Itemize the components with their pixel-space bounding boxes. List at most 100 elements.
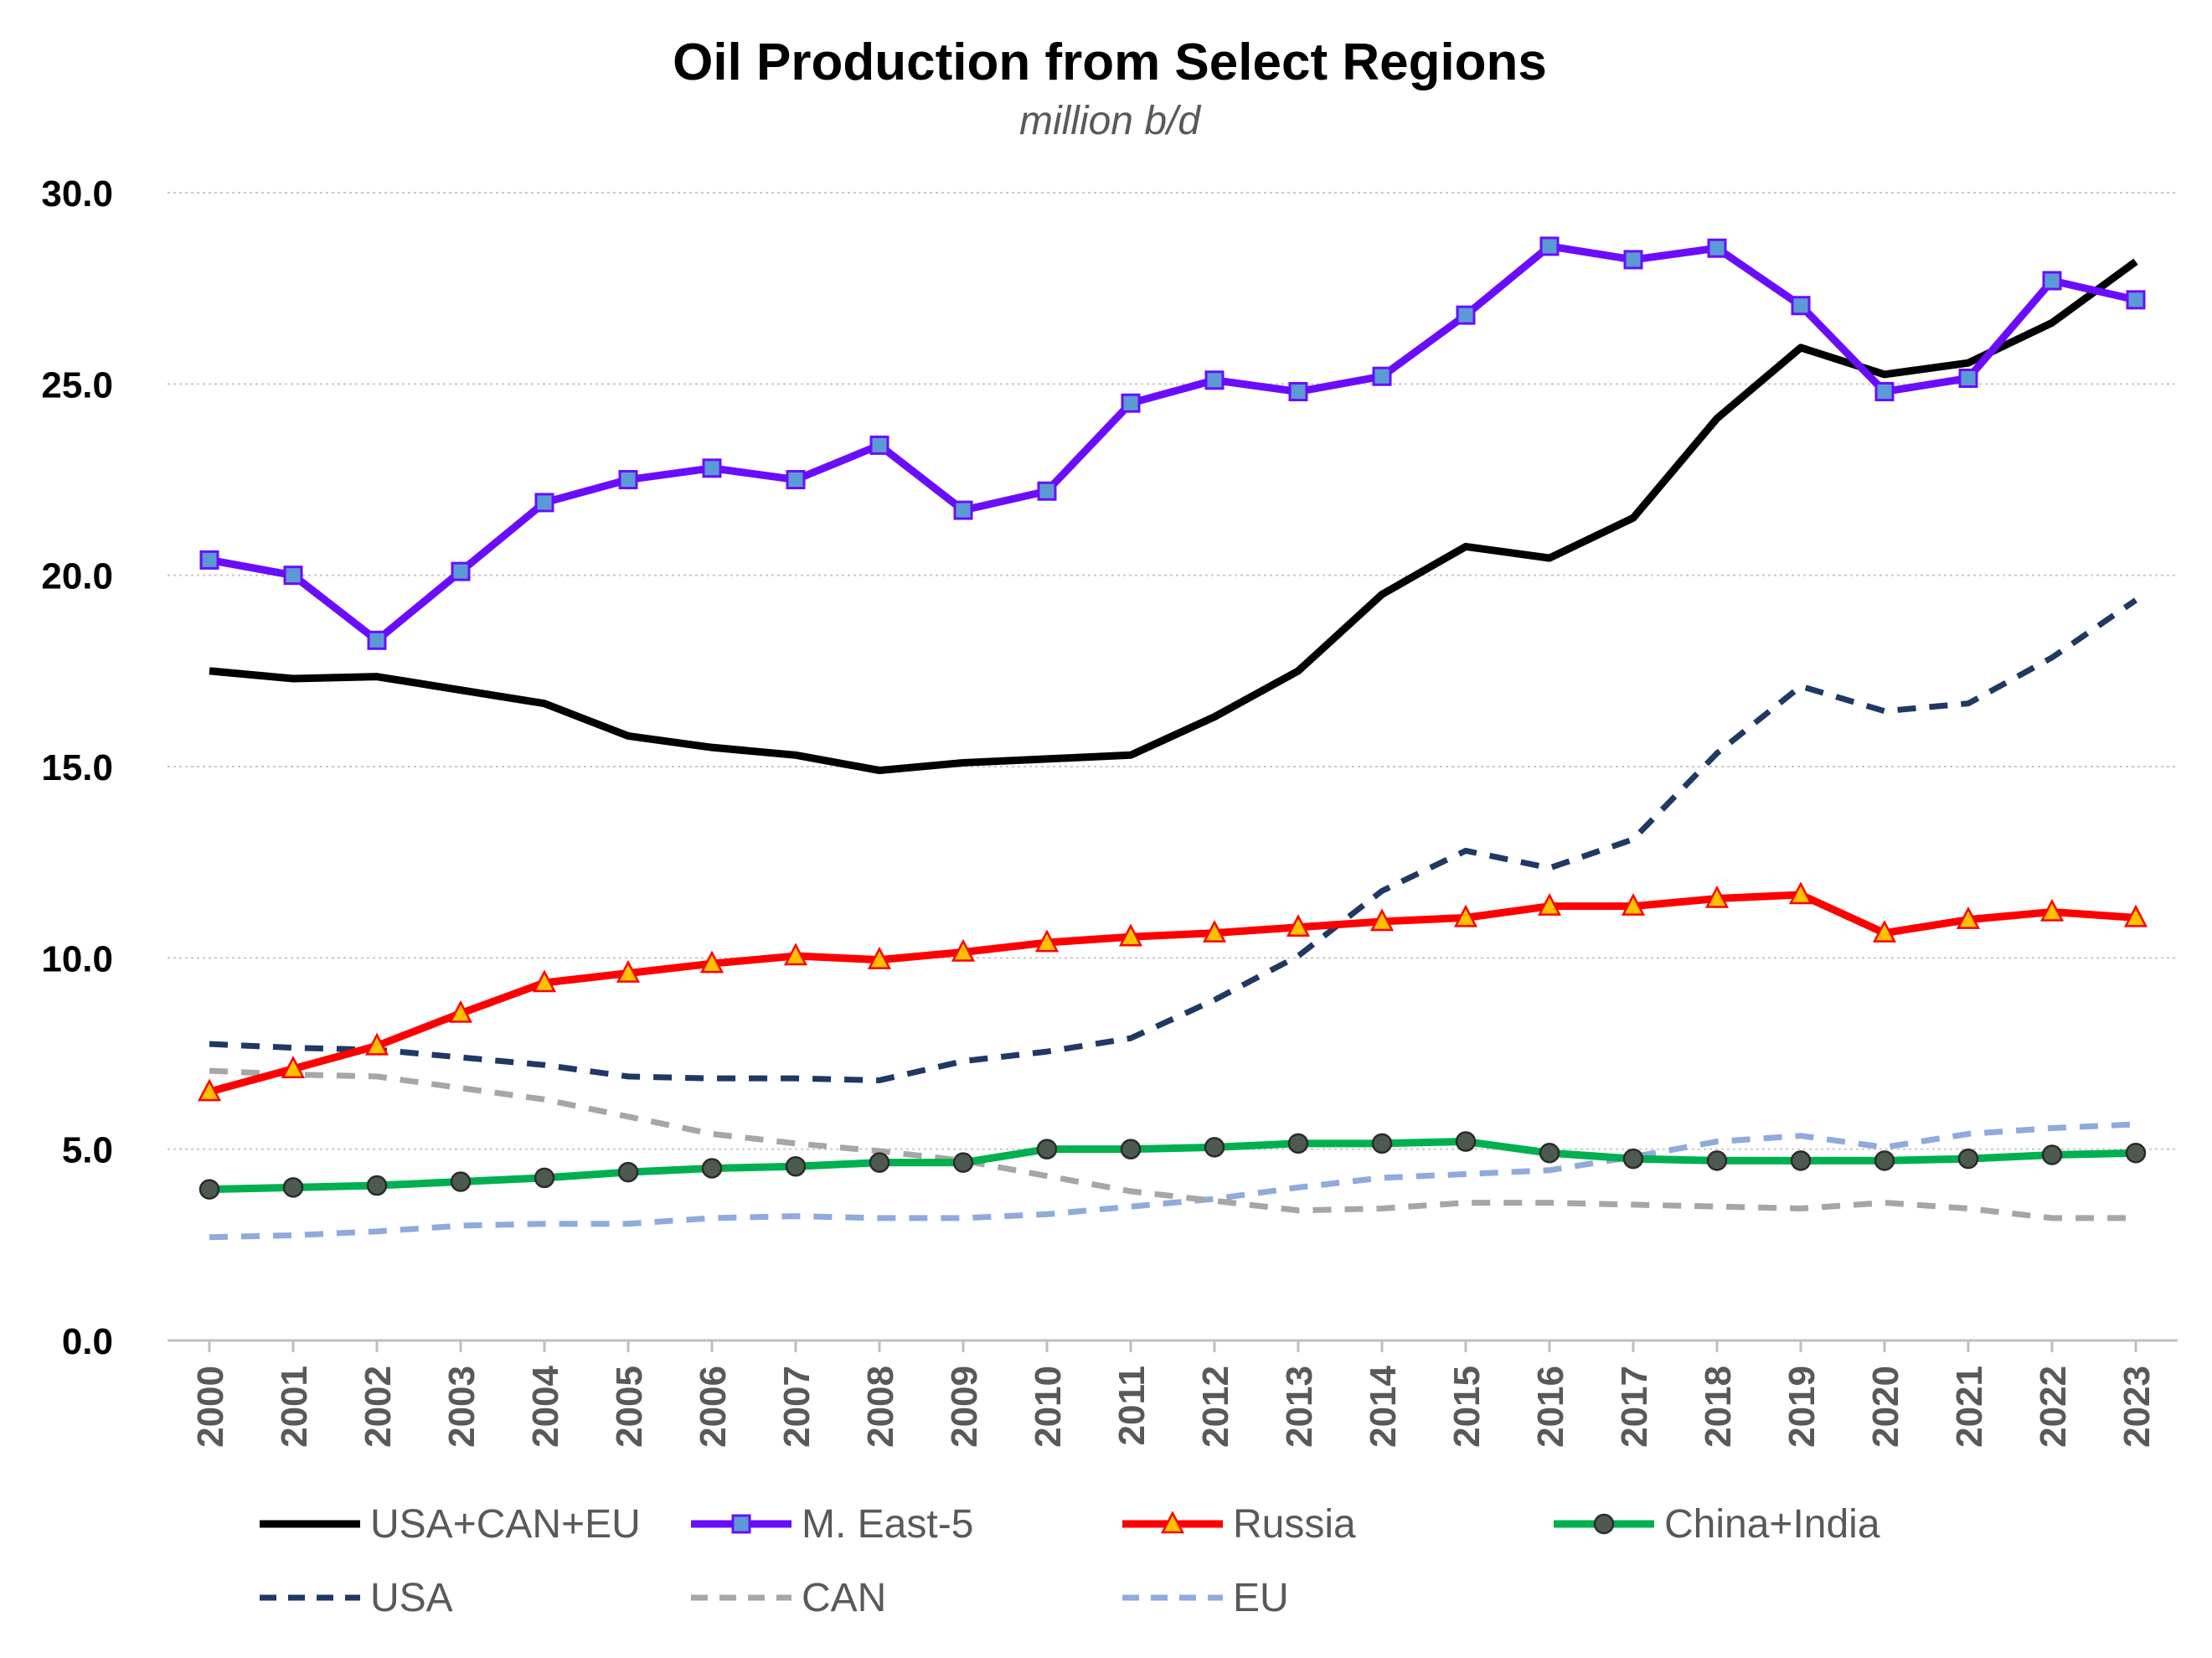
data-point-russia	[448, 999, 473, 1023]
data-point-m-east-5	[1623, 250, 1643, 270]
data-point-m-east-5	[618, 470, 638, 489]
data-point-m-east-5	[869, 435, 889, 455]
x-tick-label: 2002	[358, 1366, 399, 1448]
data-point-china-india	[617, 1161, 639, 1183]
data-point-russia	[1537, 892, 1562, 916]
x-tick-label: 2001	[274, 1366, 315, 1448]
data-point-m-east-5	[1707, 238, 1727, 258]
y-tick-label: 20.0	[41, 556, 113, 597]
gridlines	[168, 192, 2178, 1342]
legend-item-usa: USA	[260, 1576, 453, 1620]
series-m-east-5	[199, 236, 2146, 650]
x-tick-label: 2005	[609, 1366, 650, 1448]
x-tick-label: 2004	[525, 1365, 566, 1447]
data-point-china-india	[450, 1171, 472, 1192]
data-point-russia	[1118, 923, 1143, 947]
data-point-china-india	[1036, 1139, 1058, 1160]
data-point-m-east-5	[1204, 370, 1225, 390]
x-tick-label: 2007	[776, 1366, 817, 1448]
series-lines	[197, 236, 2148, 1241]
data-point-russia	[2123, 904, 2148, 927]
series-russia	[197, 881, 2148, 1102]
data-point-china-india	[1622, 1148, 1644, 1170]
chart-subtitle: million b/d	[1019, 99, 1201, 143]
series-usa-can-eu	[209, 258, 2138, 775]
data-point-russia	[783, 943, 808, 966]
legend-marker-m-east-5	[731, 1514, 751, 1534]
data-point-m-east-5	[2126, 290, 2146, 310]
data-point-china-india	[366, 1175, 388, 1196]
series-line-china-india	[209, 1138, 2137, 1194]
data-point-russia	[1369, 908, 1395, 932]
data-point-m-east-5	[451, 561, 471, 581]
series-eu	[209, 1121, 2137, 1241]
series-line-can	[209, 1067, 2136, 1222]
y-tick-label: 5.0	[62, 1130, 113, 1171]
data-point-china-india	[534, 1167, 555, 1189]
data-point-russia	[1956, 906, 1981, 929]
x-tick-label: 2000	[190, 1366, 231, 1448]
x-tick-label: 2019	[1781, 1366, 1823, 1448]
y-axis-ticks: 0.0 5.0 10.0 15.0 20.0 25.0 30.0	[41, 173, 113, 1362]
y-tick-label: 30.0	[41, 173, 113, 214]
data-point-m-east-5	[2042, 271, 2062, 291]
series-usa	[209, 597, 2137, 1083]
legend-label-russia: Russia	[1233, 1502, 1356, 1547]
legend-label-can: CAN	[802, 1576, 886, 1620]
series-line-usa	[209, 597, 2137, 1083]
data-point-china-india	[2041, 1144, 2063, 1165]
data-point-china-india	[199, 1179, 220, 1200]
data-point-m-east-5	[1037, 481, 1057, 501]
x-tick-label: 2016	[1530, 1366, 1571, 1448]
legend-label-usa-can-eu: USA+CAN+EU	[370, 1502, 641, 1547]
data-point-m-east-5	[1288, 381, 1308, 401]
x-tick-label: 2015	[1446, 1366, 1488, 1448]
data-point-russia	[2039, 898, 2065, 922]
chart-title: Oil Production from Select Regions	[673, 34, 1547, 91]
data-point-m-east-5	[702, 458, 722, 478]
x-tick-label: 2009	[944, 1366, 985, 1448]
data-point-china-india	[2125, 1142, 2147, 1164]
legend-item-russia: Russia	[1122, 1502, 1356, 1547]
data-point-russia	[1872, 919, 1897, 943]
x-tick-label: 2018	[1698, 1366, 1739, 1448]
data-point-russia	[197, 1078, 222, 1102]
y-tick-label: 25.0	[41, 364, 113, 405]
data-point-m-east-5	[283, 566, 303, 586]
y-tick-label: 0.0	[62, 1321, 113, 1362]
data-point-m-east-5	[1958, 368, 1978, 388]
data-point-russia	[616, 959, 641, 983]
series-line-eu	[209, 1121, 2137, 1241]
data-point-china-india	[1957, 1148, 1979, 1170]
data-point-m-east-5	[199, 550, 219, 570]
legend-marker-china-india	[1593, 1513, 1615, 1535]
data-point-m-east-5	[1121, 393, 1141, 413]
data-point-russia	[364, 1032, 389, 1056]
legend-label-usa: USA	[370, 1576, 453, 1620]
x-tick-label: 2022	[2033, 1366, 2074, 1448]
data-point-russia	[1286, 914, 1311, 937]
legend-item-usa-can-eu: USA+CAN+EU	[260, 1502, 641, 1547]
legend-label-eu: EU	[1233, 1576, 1289, 1620]
data-point-china-india	[282, 1177, 304, 1198]
x-tick-label: 2014	[1363, 1365, 1404, 1447]
x-tick-label: 2003	[441, 1366, 482, 1448]
legend-item-eu: EU	[1122, 1576, 1289, 1620]
data-point-china-india	[1539, 1142, 1560, 1164]
x-tick-label: 2012	[1195, 1366, 1236, 1448]
data-point-china-india	[952, 1152, 974, 1173]
data-point-m-east-5	[953, 500, 973, 520]
series-line-usa-can-eu	[209, 258, 2138, 775]
data-point-china-india	[785, 1155, 807, 1177]
data-point-china-india	[1287, 1133, 1309, 1154]
data-point-m-east-5	[1372, 366, 1392, 386]
data-point-china-india	[1120, 1139, 1142, 1160]
data-point-russia	[951, 938, 976, 962]
legend-item-china-india: China+India	[1554, 1502, 1880, 1547]
series-line-m-east-5	[209, 242, 2137, 644]
series-line-russia	[208, 891, 2137, 1096]
data-point-china-india	[701, 1158, 723, 1179]
data-point-russia	[1704, 885, 1730, 908]
data-point-russia	[1788, 881, 1813, 905]
x-tick-label: 2010	[1028, 1366, 1069, 1448]
